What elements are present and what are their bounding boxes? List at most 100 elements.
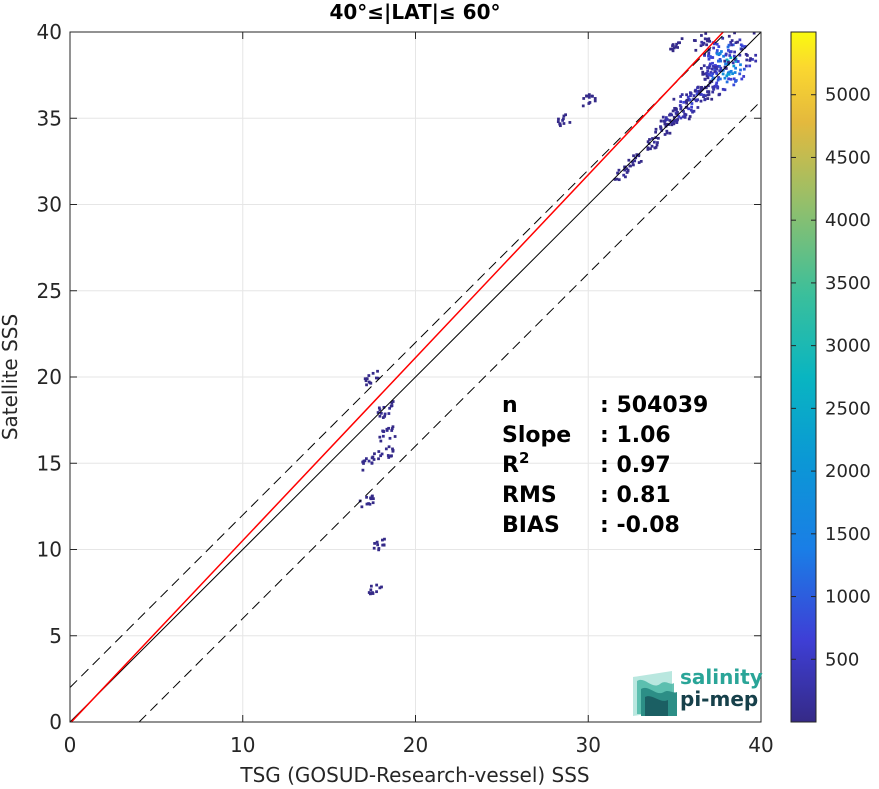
density-cell xyxy=(698,90,702,94)
density-cell xyxy=(707,57,711,61)
density-cell xyxy=(372,458,376,461)
density-cell xyxy=(378,435,382,439)
density-cell xyxy=(702,93,706,97)
density-cell xyxy=(388,436,392,440)
density-cell xyxy=(703,94,707,98)
density-cell xyxy=(692,109,696,113)
density-cell xyxy=(380,452,384,456)
density-cluster xyxy=(361,452,376,472)
density-cluster xyxy=(367,583,383,596)
density-cell xyxy=(685,101,688,105)
colorbar-tick-label: 3500 xyxy=(825,273,871,294)
density-cell xyxy=(676,110,679,114)
density-cell xyxy=(388,406,392,410)
density-cell xyxy=(724,62,727,66)
density-cell xyxy=(732,64,736,68)
density-cell xyxy=(365,502,369,506)
density-cell xyxy=(677,115,681,118)
density-cell xyxy=(714,64,717,67)
density-cell xyxy=(562,117,565,121)
density-cell xyxy=(669,47,672,51)
density-cell xyxy=(659,125,662,129)
density-cluster xyxy=(699,31,739,76)
density-cell xyxy=(728,70,732,74)
density-cell xyxy=(672,122,676,126)
density-cell xyxy=(679,116,683,120)
density-cell xyxy=(377,457,380,461)
stat-value: : 504039 xyxy=(600,393,708,418)
density-cluster xyxy=(376,400,395,419)
density-cell xyxy=(736,40,739,44)
density-cell xyxy=(367,502,370,505)
density-cell xyxy=(665,131,669,135)
density-cell xyxy=(562,114,566,118)
density-cell xyxy=(738,72,742,76)
density-cell xyxy=(716,78,720,82)
density-cell xyxy=(365,495,368,499)
density-cell xyxy=(371,455,375,459)
density-cell xyxy=(684,113,688,117)
density-cell xyxy=(718,77,722,81)
y-axis-ticks: 0 5 10 15 20 25 30 35 40 xyxy=(37,20,761,734)
density-cell xyxy=(387,412,391,415)
density-cell xyxy=(369,584,373,588)
density-cell xyxy=(367,374,371,377)
plot-area: 0 10 20 30 40 0 5 10 15 20 25 30 35 40 xyxy=(37,20,774,757)
density-cell xyxy=(593,99,597,103)
density-cell xyxy=(695,92,699,96)
density-cell xyxy=(731,61,735,65)
colorbar-tick-label: 4000 xyxy=(825,210,871,231)
density-cell xyxy=(740,44,744,48)
density-cell xyxy=(705,71,709,75)
density-cell xyxy=(650,144,654,148)
density-cell xyxy=(376,543,380,547)
density-cell xyxy=(717,59,720,63)
x-tick-label: 10 xyxy=(230,733,255,757)
density-cell xyxy=(687,107,691,111)
density-cell xyxy=(689,108,693,112)
density-cell xyxy=(702,95,705,99)
density-cell xyxy=(701,72,705,76)
density-heatmap xyxy=(358,31,758,596)
density-cell xyxy=(625,171,629,174)
density-cell xyxy=(732,83,736,87)
density-cell xyxy=(677,41,680,45)
density-cell xyxy=(722,54,725,58)
density-cell xyxy=(369,496,372,500)
density-cell xyxy=(743,45,746,49)
density-cell xyxy=(707,54,710,58)
density-cell xyxy=(699,92,703,96)
density-cell xyxy=(720,50,723,53)
x-axis-ticks: 0 10 20 30 40 xyxy=(64,32,774,757)
density-cell xyxy=(626,169,630,173)
ref-line-identity xyxy=(69,31,762,723)
density-cell xyxy=(711,56,715,59)
density-cell xyxy=(734,66,737,70)
density-cell xyxy=(391,425,395,429)
density-cell xyxy=(699,44,703,48)
density-cell xyxy=(711,61,714,65)
density-cell xyxy=(362,462,365,465)
density-cell xyxy=(372,497,375,501)
density-cell xyxy=(726,62,730,66)
density-cell xyxy=(745,58,749,62)
density-cell xyxy=(381,416,385,419)
density-cell xyxy=(664,118,668,122)
density-cell xyxy=(675,42,678,46)
y-tick-label: 15 xyxy=(37,451,62,475)
logo-text-line1: salinity xyxy=(680,665,763,689)
density-cell xyxy=(559,124,562,128)
density-cell xyxy=(363,377,367,381)
density-cell xyxy=(718,92,722,96)
colorbar-tick-label: 500 xyxy=(825,649,859,670)
density-cell xyxy=(713,70,717,74)
density-cluster xyxy=(372,537,386,552)
density-cell xyxy=(368,502,372,506)
density-cell xyxy=(725,58,729,62)
density-cell xyxy=(708,39,712,43)
density-cell xyxy=(628,164,632,168)
density-cell xyxy=(568,121,572,124)
density-cell xyxy=(724,67,728,70)
